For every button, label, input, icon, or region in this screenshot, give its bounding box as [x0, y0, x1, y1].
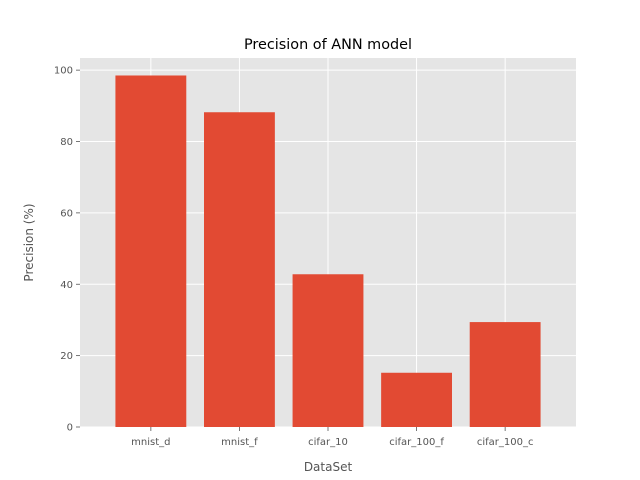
x-axis-label: DataSet	[304, 460, 353, 474]
y-axis-ticks: 0 20 40 60 80 100	[54, 66, 80, 434]
y-tick-label: 20	[60, 351, 73, 362]
y-tick-label: 60	[60, 208, 73, 219]
bar-cifar-100-c	[469, 322, 541, 427]
x-tick-label: cifar_100_f	[389, 437, 444, 448]
chart-title: Precision of ANN model	[244, 37, 412, 53]
y-tick-label: 0	[67, 423, 73, 434]
y-axis-label: Precision (%)	[22, 203, 36, 281]
x-tick-label: mnist_f	[221, 437, 258, 448]
x-tick-label: cifar_10	[308, 437, 348, 448]
bar-mnist-f	[204, 112, 275, 427]
bars	[115, 75, 541, 428]
bar-mnist-d	[115, 75, 187, 428]
y-tick-label: 40	[60, 280, 73, 291]
y-tick-label: 100	[54, 66, 73, 77]
x-tick-label: cifar_100_c	[477, 437, 534, 448]
x-tick-label: mnist_d	[131, 437, 170, 448]
x-axis-ticks: mnist_d mnist_f cifar_10 cifar_100_f cifar_1…	[131, 427, 533, 448]
bar-cifar-10	[292, 274, 364, 427]
y-tick-label: 80	[60, 137, 73, 148]
bar-cifar-100-f	[381, 372, 452, 427]
